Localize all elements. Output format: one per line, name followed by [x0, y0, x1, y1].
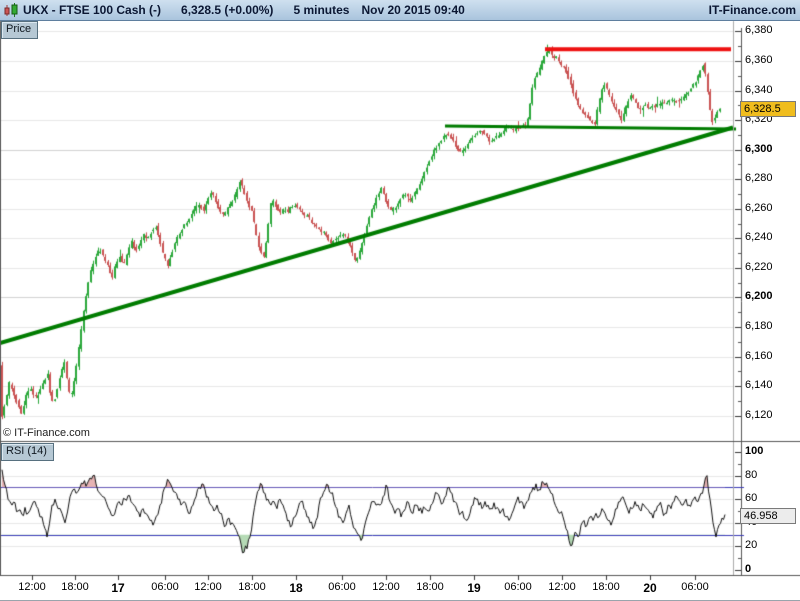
price-axis-label: 6,220	[745, 260, 773, 273]
time-axis-label: 18:00	[238, 581, 266, 593]
time-axis-label: 06:00	[681, 581, 709, 593]
current-rsi-tag: 46.958	[740, 507, 796, 524]
datetime-label: Nov 20 2015 09:40	[361, 3, 465, 17]
timeframe-label: 5 minutes	[293, 3, 350, 17]
quote-value: 6,328.5 (+0.00%)	[181, 3, 274, 17]
current-price-tag: 6,328.5	[740, 100, 796, 117]
price-axis-label: 6,360	[745, 54, 773, 66]
price-axis-label: 6,260	[745, 201, 773, 214]
time-axis-label: 18	[289, 581, 303, 595]
price-axis-label: 6,200	[745, 290, 773, 303]
time-axis-label: 12:00	[372, 581, 400, 593]
candlestick-icon	[3, 2, 19, 18]
rsi-axis-label: 100	[745, 445, 764, 457]
price-axis-label: 6,180	[745, 319, 773, 332]
price-axis-label: 6,280	[745, 172, 773, 185]
copyright-watermark: © IT-Finance.com	[3, 427, 90, 439]
time-axis-label: 20	[643, 581, 657, 595]
price-axis-label: 6,300	[745, 142, 773, 155]
price-axis-label: 6,160	[745, 349, 773, 362]
rsi-axis-label: 0	[745, 563, 752, 575]
time-axis-label: 19	[467, 581, 481, 595]
tab-price[interactable]: Price	[1, 21, 39, 39]
time-axis-label: 06:00	[328, 581, 356, 593]
time-axis-label: 12:00	[548, 581, 576, 593]
title-bar: UKX - FTSE 100 Cash (-) 6,328.5 (+0.00%)…	[0, 0, 800, 21]
rsi-axis-label: 80	[745, 468, 758, 481]
time-axis-label: 18:00	[416, 581, 444, 593]
time-axis-label: 06:00	[504, 581, 532, 593]
price-axis-label: 6,120	[745, 408, 773, 421]
tab-rsi[interactable]: RSI (14)	[1, 443, 54, 461]
price-axis-label: 6,240	[745, 231, 773, 244]
time-axis-label: 18:00	[61, 581, 89, 593]
time-axis-label: 18:00	[592, 581, 620, 593]
instrument-title: UKX - FTSE 100 Cash (-)	[23, 3, 162, 17]
price-axis-label: 6,340	[745, 83, 773, 96]
time-axis-label: 06:00	[151, 581, 179, 593]
rsi-axis-label: 20	[745, 539, 758, 552]
time-axis-label: 12:00	[194, 581, 222, 593]
time-axis-label: 12:00	[18, 581, 46, 593]
rsi-axis-label: 60	[745, 492, 758, 505]
price-axis-label: 6,380	[745, 24, 773, 37]
price-axis-label: 6,140	[745, 379, 773, 392]
brand-label: IT-Finance.com	[708, 3, 796, 17]
time-axis-label: 17	[111, 581, 125, 595]
